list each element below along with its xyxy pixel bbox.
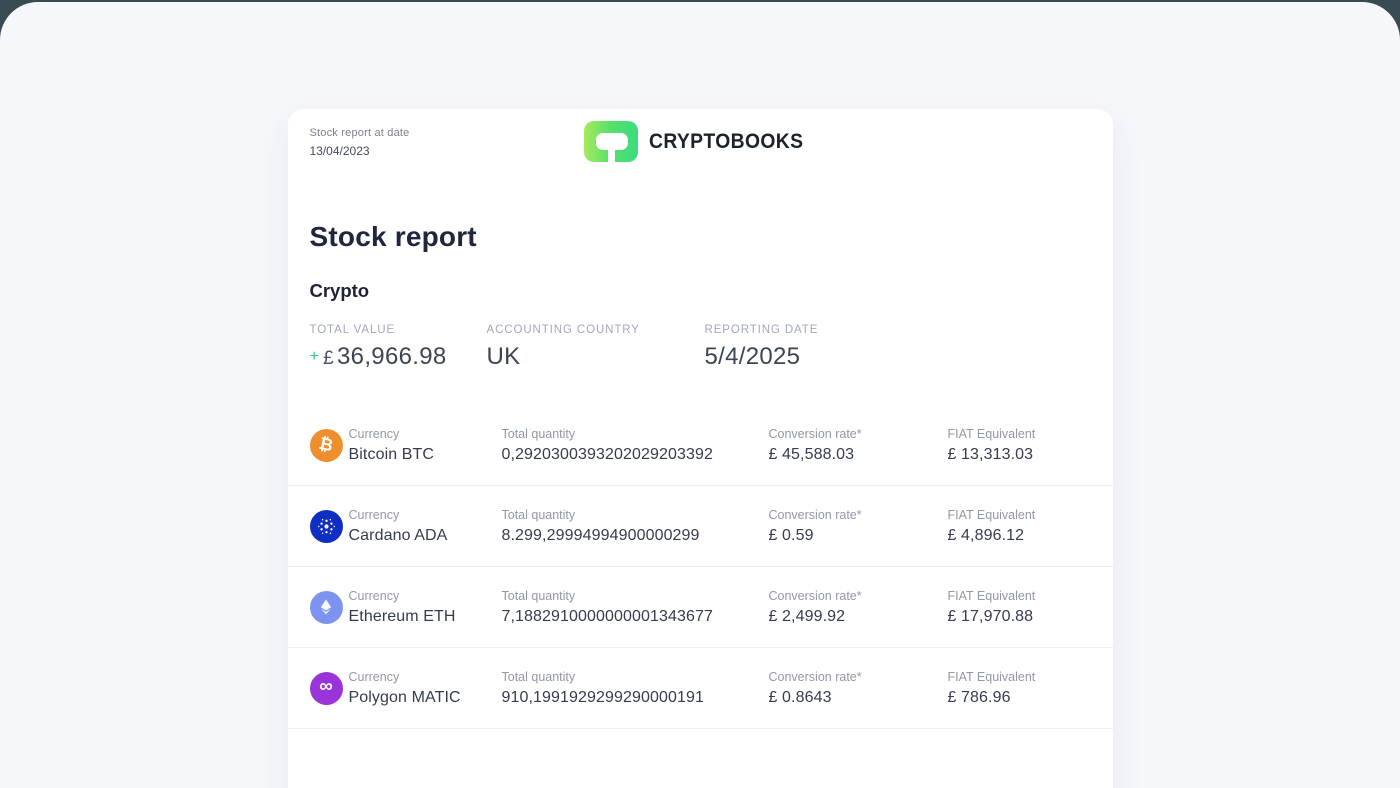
currency-name: Polygon MATIC [348,688,461,706]
quantity-cell: Total quantity 8.299,29994994900000299 [502,508,769,545]
fiat-value: £ 17,970.88 [947,607,1034,625]
fiat-section-heading: Fiat [288,786,1113,788]
quantity-value: 7,1882910000000001343677 [501,607,714,625]
crypto-summary: TOTAL VALUE + £36,966.98 ACCOUNTING COUNT… [288,324,1113,371]
quantity-value: 910,1991929299290000191 [501,688,705,706]
rate-value: £ 2,499.92 [768,607,846,625]
rate-value: £ 45,588.03 [768,445,855,463]
fiat-column-label: FIAT Equivalent [947,426,1036,441]
rate-value: £ 0.8643 [768,688,832,706]
total-value-label: TOTAL VALUE [309,324,396,336]
reporting-date-label: REPORTING DATE [704,324,819,336]
currency-column-label: Currency [348,669,400,684]
quantity-cell: Total quantity 7,1882910000000001343677 [502,589,769,626]
fiat-cell: FIAT Equivalent £ 17,970.88 [948,589,1091,626]
fiat-value: £ 786.96 [947,688,1011,706]
brand-name: CRYPTOBOOKS [648,129,803,153]
currency-column-label: Currency [348,588,400,603]
ethereum-glyph [320,599,332,615]
quantity-column-label: Total quantity [501,507,576,522]
card-header: Stock report at date 13/04/2023 [288,109,1113,181]
table-row-ethereum: Currency Ethereum ETH Total quantity 7,1… [287,567,1113,648]
page-title: Stock report [309,221,477,252]
table-row-bitcoin: ₿ Currency Bitcoin BTC Total quantity 0,… [287,405,1113,486]
fiat-value: £ 4,896.12 [947,526,1025,544]
rate-cell: Conversion rate* £ 2,499.92 [769,589,948,626]
total-value-block: TOTAL VALUE + £36,966.98 [310,324,487,371]
quantity-cell: Total quantity 0,2920300393202029203392 [502,427,769,464]
total-value-amount: 36,966.98 [337,343,447,370]
currency-cell: Currency Ethereum ETH [349,589,502,626]
crypto-rows: ₿ Currency Bitcoin BTC Total quantity 0,… [287,405,1113,729]
currency-cell: Currency Bitcoin BTC [349,427,502,464]
rate-column-label: Conversion rate* [768,669,862,684]
rate-column-label: Conversion rate* [768,507,862,522]
quantity-column-label: Total quantity [501,426,576,441]
currency-cell: Currency Cardano ADA [349,508,502,545]
currency-name: Bitcoin BTC [348,445,435,463]
fiat-cell: FIAT Equivalent £ 4,896.12 [948,508,1091,545]
quantity-column-label: Total quantity [501,588,576,603]
ethereum-icon [309,590,343,624]
cryptobooks-logo-icon [583,121,638,162]
plus-sign: + [309,348,320,365]
polygon-icon: ∞ [309,671,343,705]
accounting-country-value: UK [486,343,521,370]
accounting-country-label: ACCOUNTING COUNTRY [486,324,640,336]
table-row-cardano: Currency Cardano ADA Total quantity 8.29… [287,486,1113,567]
stock-report-card: Stock report at date 13/04/2023 [287,109,1113,788]
currency-cell: Currency Polygon MATIC [349,670,502,707]
quantity-cell: Total quantity 910,1991929299290000191 [502,670,769,707]
fiat-cell: FIAT Equivalent £ 13,313.03 [948,427,1091,464]
rate-column-label: Conversion rate* [768,426,862,441]
polygon-glyph: ∞ [319,676,333,697]
fiat-column-label: FIAT Equivalent [947,669,1036,684]
bitcoin-icon: ₿ [309,428,343,462]
fiat-column-label: FIAT Equivalent [947,507,1036,522]
reporting-date-block: REPORTING DATE 5/4/2025 [705,324,1091,371]
crypto-section-heading: Crypto [309,280,370,301]
currency-column-label: Currency [348,426,400,441]
report-at-date: 13/04/2023 [309,144,370,158]
quantity-value: 8.299,29994994900000299 [501,526,700,544]
reporting-date-value: 5/4/2025 [704,343,801,370]
accounting-country-block: ACCOUNTING COUNTRY UK [487,324,705,371]
cardano-glyph [317,518,335,534]
currency-column-label: Currency [348,507,400,522]
fiat-column-label: FIAT Equivalent [947,588,1036,603]
rate-cell: Conversion rate* £ 0.59 [769,508,948,545]
rate-cell: Conversion rate* £ 45,588.03 [769,427,948,464]
brand: CRYPTOBOOKS [288,121,1113,162]
quantity-column-label: Total quantity [501,669,576,684]
fiat-cell: FIAT Equivalent £ 786.96 [948,670,1091,707]
currency-name: Ethereum ETH [348,607,456,625]
rate-column-label: Conversion rate* [768,588,862,603]
total-value: + £36,966.98 [310,343,487,371]
report-at-label: Stock report at date [309,127,410,139]
fiat-value: £ 13,313.03 [947,445,1034,463]
pound-symbol: £ [323,348,335,369]
quantity-value: 0,2920300393202029203392 [501,445,714,463]
rate-cell: Conversion rate* £ 0.8643 [769,670,948,707]
currency-name: Cardano ADA [348,526,448,544]
rate-value: £ 0.59 [768,526,814,544]
cardano-icon [309,509,343,543]
bitcoin-glyph: ₿ [317,433,335,456]
table-row-polygon: ∞ Currency Polygon MATIC Total quantity … [287,648,1113,729]
